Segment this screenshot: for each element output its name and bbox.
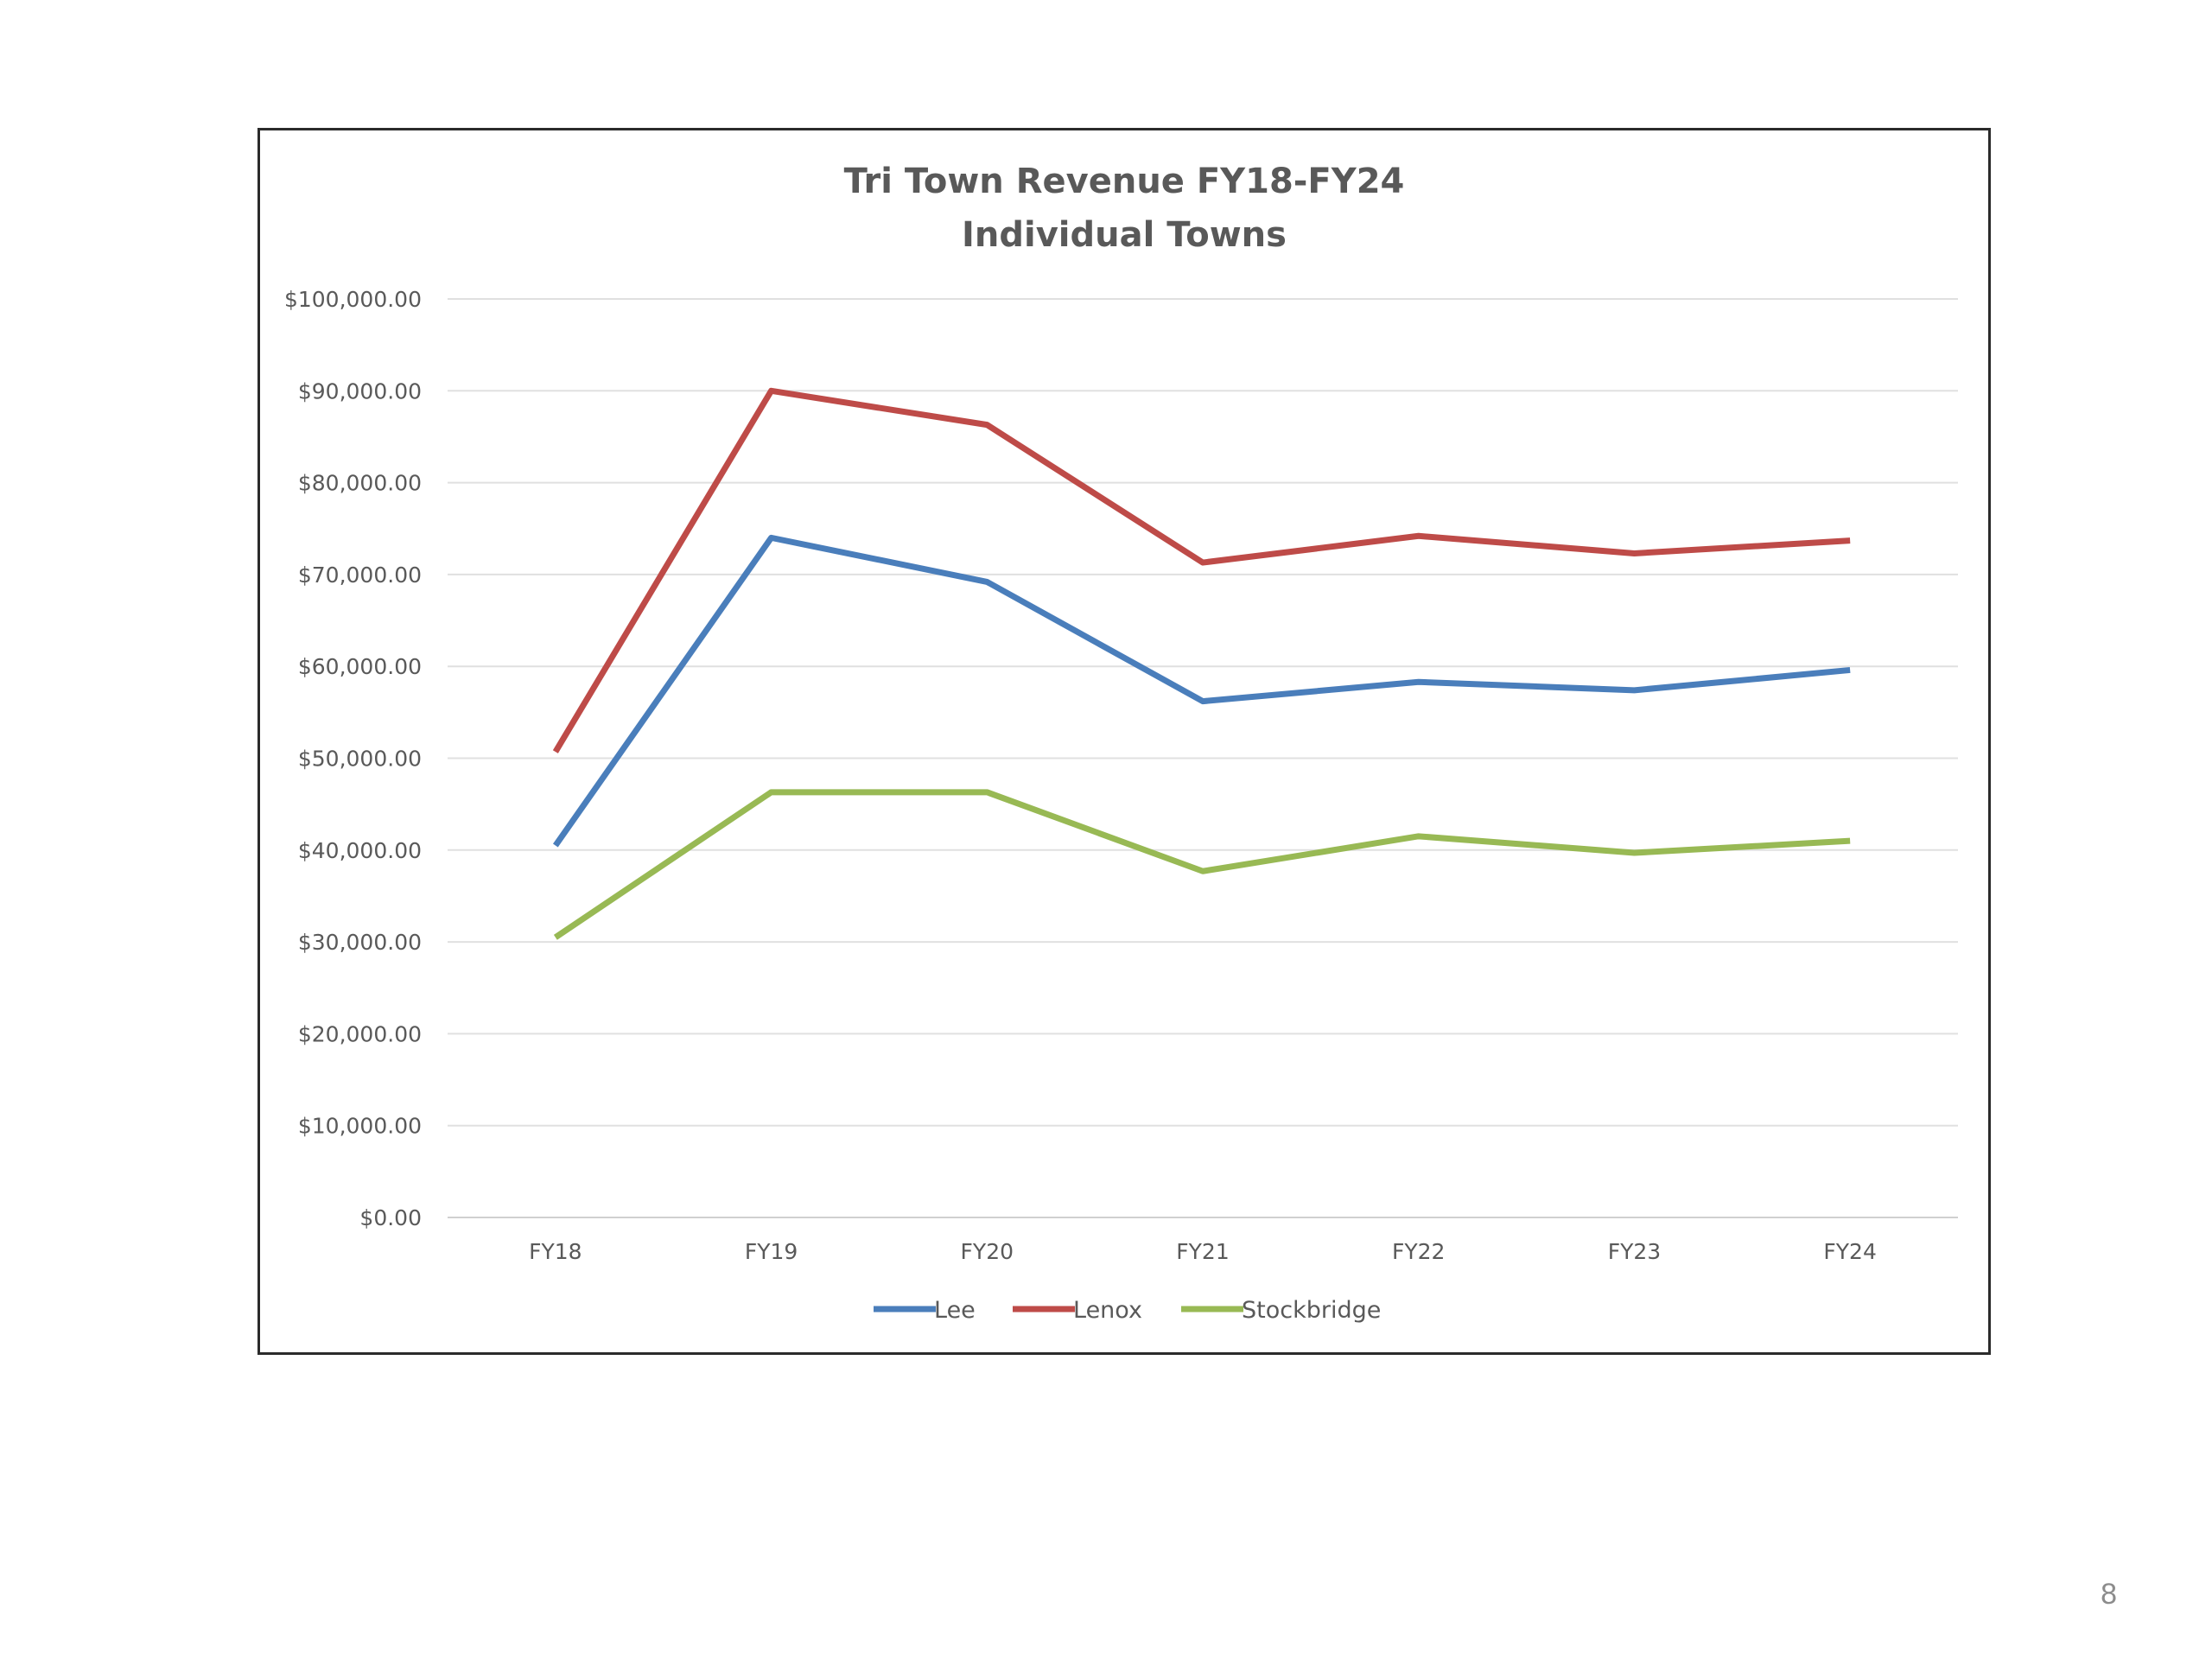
y-axis-ticks: $0.00 $10,000.00 $20,000.00 $30,000.00 $40,0… (284, 287, 422, 1230)
series-lines (552, 387, 1851, 940)
series-line-lee (552, 534, 1851, 848)
y-tick-label: $60,000.00 (298, 654, 422, 679)
y-tick-label: $10,000.00 (298, 1114, 422, 1139)
y-tick-label: $50,000.00 (298, 747, 422, 772)
y-tick-label: $100,000.00 (284, 287, 422, 312)
y-tick-label: $30,000.00 (298, 930, 422, 955)
x-tick-label: FY18 (529, 1239, 582, 1264)
x-tick-label: FY20 (961, 1239, 1014, 1264)
legend-label-lee: Lee (934, 1297, 976, 1324)
legend-label-lenox: Lenox (1073, 1297, 1142, 1324)
chart-title-line-2: Individual Towns (962, 215, 1287, 255)
y-tick-label: $40,000.00 (298, 838, 422, 863)
line-chart: Tri Town Revenue FY18-FY24 Individual To… (284, 162, 1958, 1324)
chart-title-line-1: Tri Town Revenue FY18-FY24 (844, 162, 1405, 201)
x-tick-label: FY23 (1608, 1239, 1661, 1264)
x-tick-label: FY19 (745, 1239, 798, 1264)
y-tick-label: $0.00 (359, 1205, 422, 1230)
y-tick-label: $80,000.00 (298, 471, 422, 496)
x-tick-label: FY22 (1392, 1239, 1445, 1264)
legend-label-stockbridge: Stockbridge (1242, 1297, 1381, 1324)
chart-frame: Tri Town Revenue FY18-FY24 Individual To… (257, 128, 1991, 1355)
series-line-stockbridge (553, 789, 1851, 940)
x-tick-label: FY24 (1823, 1239, 1876, 1264)
gridlines (448, 298, 1958, 1218)
series-line-lenox (552, 387, 1851, 753)
y-tick-label: $20,000.00 (298, 1021, 422, 1046)
x-tick-label: FY21 (1176, 1239, 1229, 1264)
legend: Lee Lenox Stockbridge (874, 1297, 1381, 1324)
x-axis-ticks: FY18 FY19 FY20 FY21 FY22 FY23 FY24 (529, 1239, 1877, 1264)
y-tick-label: $70,000.00 (298, 563, 422, 588)
page-number: 8 (2101, 1578, 2117, 1611)
y-tick-label: $90,000.00 (298, 378, 422, 404)
